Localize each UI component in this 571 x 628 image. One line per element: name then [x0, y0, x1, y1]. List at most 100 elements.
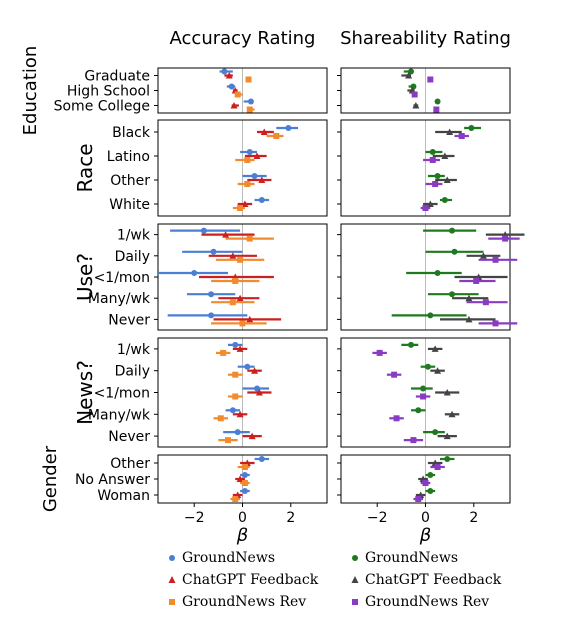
- estimate-point: [229, 407, 236, 414]
- category-label: Many/wk: [88, 291, 151, 307]
- estimate-point: [415, 407, 422, 414]
- panel-1-gender-facet: [154, 454, 328, 504]
- estimate-point: [424, 363, 431, 370]
- category-label: 1/wk: [117, 342, 151, 358]
- estimate-point: [434, 98, 441, 105]
- estimate-point: [473, 278, 480, 284]
- estimate-point: [408, 341, 415, 348]
- panel-2-race-facet: [337, 119, 511, 217]
- panel-1-education-facet: [154, 67, 328, 114]
- legend-marker: [169, 599, 175, 605]
- x-tick-label: 0: [238, 510, 247, 526]
- estimate-point: [229, 299, 236, 306]
- estimate-point: [236, 294, 244, 302]
- estimate-point: [230, 102, 238, 109]
- panel-1-race-facet: [154, 119, 328, 217]
- panel-2-gender-facet: [337, 454, 511, 504]
- estimate-point: [241, 480, 248, 486]
- estimate-point: [258, 456, 265, 462]
- estimate-point: [443, 432, 451, 440]
- group-title: Use?: [73, 253, 97, 301]
- estimate-point: [429, 149, 436, 155]
- estimate-point: [244, 181, 251, 187]
- x-tick-label: −2: [184, 510, 205, 526]
- facet-frame: [340, 119, 511, 217]
- estimate-point: [420, 393, 427, 400]
- category-label: Many/wk: [88, 407, 151, 423]
- legend-marker: [351, 576, 359, 583]
- legend-label: GroundNews Rev: [365, 594, 489, 610]
- estimate-point: [444, 456, 451, 462]
- legend-label: ChatGPT Feedback: [182, 572, 319, 588]
- estimate-point: [427, 472, 434, 478]
- estimate-point: [241, 472, 248, 478]
- estimate-point: [431, 345, 439, 352]
- legend-marker: [168, 576, 176, 583]
- estimate-point: [234, 429, 241, 436]
- estimate-point: [415, 496, 422, 502]
- estimate-point: [258, 176, 266, 183]
- category-label: Some College: [54, 99, 150, 115]
- estimate-point: [253, 152, 261, 159]
- estimate-point: [247, 98, 254, 105]
- estimate-point: [426, 200, 434, 207]
- estimate-point: [232, 371, 239, 378]
- estimate-point: [393, 415, 400, 422]
- estimate-point: [222, 231, 230, 238]
- panel-1-news-facet: [154, 337, 328, 448]
- estimate-point: [191, 270, 198, 276]
- estimate-point: [220, 349, 227, 356]
- estimate-point: [258, 197, 265, 203]
- category-label: White: [109, 197, 150, 213]
- legend-label: GroundNews: [182, 550, 275, 566]
- category-label: High School: [67, 84, 150, 100]
- estimate-point: [434, 464, 441, 470]
- panel-title-1: Accuracy Rating: [170, 28, 316, 49]
- estimate-point: [255, 389, 263, 396]
- estimate-point: [273, 133, 280, 139]
- estimate-point: [246, 235, 253, 242]
- estimate-point: [434, 367, 442, 374]
- estimate-point: [208, 291, 215, 298]
- estimate-point: [482, 299, 489, 306]
- group-title: Gender: [40, 445, 61, 512]
- category-label: Other: [110, 173, 150, 189]
- estimate-point: [241, 464, 248, 470]
- estimate-point: [236, 475, 244, 482]
- estimate-point: [237, 205, 244, 211]
- estimate-point: [232, 341, 239, 348]
- x-tick-label: −2: [367, 510, 388, 526]
- x-axis-label: β: [419, 525, 432, 546]
- estimate-point: [225, 437, 232, 444]
- estimate-point: [229, 252, 237, 259]
- estimate-point: [429, 157, 436, 163]
- estimate-point: [221, 68, 228, 75]
- estimate-point: [432, 181, 439, 187]
- category-label: Daily: [115, 364, 150, 380]
- estimate-point: [251, 367, 259, 374]
- estimate-point: [412, 102, 420, 109]
- estimate-point: [210, 248, 217, 255]
- estimate-point: [237, 256, 244, 263]
- estimate-point: [246, 106, 253, 113]
- panel-2-news-facet: [337, 337, 511, 448]
- panel-2-education-facet: [337, 67, 511, 114]
- estimate-point: [239, 320, 246, 327]
- estimate-point: [434, 270, 441, 276]
- facet-frame: [157, 119, 328, 217]
- category-label: Never: [108, 429, 150, 445]
- estimate-point: [443, 176, 451, 183]
- estimate-point: [427, 312, 434, 319]
- panel-title-2: Shareability Rating: [340, 28, 511, 49]
- category-label: No Answer: [75, 472, 150, 488]
- estimate-point: [260, 128, 268, 135]
- estimate-point: [244, 157, 251, 163]
- estimate-point: [245, 76, 252, 83]
- estimate-point: [208, 312, 215, 319]
- estimate-point: [236, 345, 244, 352]
- x-tick-label: 0: [421, 510, 430, 526]
- estimate-point: [225, 72, 233, 79]
- estimate-point: [244, 363, 251, 370]
- panel-2-use-facet: [337, 223, 525, 331]
